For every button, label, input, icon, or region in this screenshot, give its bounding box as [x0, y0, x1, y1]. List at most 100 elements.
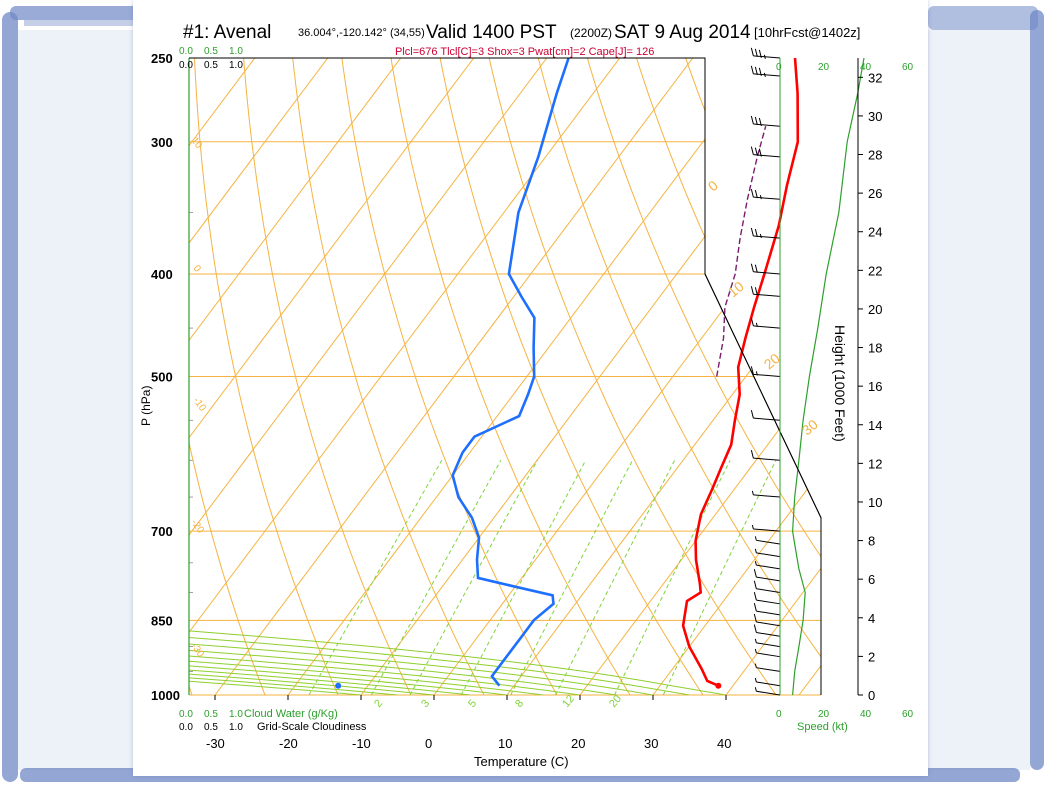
wind-barb-staff	[753, 123, 781, 127]
dry-adiabat-260	[194, 58, 339, 695]
wind-barb	[750, 227, 781, 239]
wind-barb-staff	[753, 528, 781, 532]
wind-barb-staff	[756, 652, 781, 658]
valid-time: Valid 1400 PST	[426, 22, 557, 43]
temperature-tick-label: 30	[644, 736, 658, 751]
isotherm-0	[433, 178, 821, 695]
cloud-water-tick-top: 1.0	[229, 46, 243, 57]
speed-tick-label-top: 40	[860, 62, 872, 73]
temperature-tick-label: 20	[571, 736, 585, 751]
wind-barb-staff	[753, 73, 781, 77]
right-axis-label: Height (1000 Feet)	[832, 325, 848, 442]
wind-barb	[753, 613, 781, 627]
valid-date: SAT 9 Aug 2014	[614, 22, 751, 43]
height-tick-label: 20	[868, 302, 882, 317]
wind-barb-half-flag	[759, 233, 762, 239]
temperature-tick-label: -20	[279, 736, 298, 751]
mixing-ratio-2	[370, 460, 502, 695]
wind-barb-staff	[756, 588, 781, 593]
wind-barb	[750, 410, 781, 421]
brush-stroke-top-right	[928, 6, 1038, 30]
surface-dewpoint-marker	[335, 682, 342, 689]
wind-barb-half-flag	[751, 490, 754, 496]
wind-barb-half-flag	[754, 536, 757, 541]
mixing-ratio-8	[510, 460, 633, 695]
cloudiness-tick-top: 1.0	[229, 60, 243, 71]
wind-barb-flag	[754, 228, 758, 238]
skewt-chart: 0246810121416182022242628303200202040406…	[139, 22, 928, 769]
wind-barb	[754, 687, 781, 696]
wind-barb-flag	[750, 317, 754, 327]
wind-barb-staff	[753, 235, 781, 239]
dry-adiabat-330	[537, 58, 821, 658]
wind-barb-staff	[753, 196, 781, 200]
chart-title: #1: Avenal	[183, 22, 271, 43]
dry-adiabat-310	[439, 58, 704, 695]
temperature-tick-label: 40	[717, 736, 731, 751]
isotherm--30	[214, 58, 694, 695]
height-tick-label: 26	[868, 186, 882, 201]
wind-barb-flag	[750, 227, 754, 237]
wind-barb	[751, 490, 781, 498]
wind-barb-flag	[754, 147, 758, 156]
wind-barb-staff	[756, 681, 781, 687]
wind-barb-staff	[756, 576, 781, 582]
wind-barb-half-flag	[755, 371, 758, 376]
cloudiness-tick-bottom: 0.5	[204, 722, 218, 733]
cloud-water-tick-top: 0.5	[204, 46, 218, 57]
wind-barb-flag	[753, 568, 757, 578]
cloud-water-tick-top: 0.0	[179, 46, 193, 57]
wind-barb	[753, 603, 781, 616]
wind-barbs	[750, 47, 781, 696]
isotherm-label: 0	[191, 263, 203, 274]
height-tick-label: 24	[868, 225, 882, 240]
speed-tick-label-top: 60	[902, 62, 914, 73]
wind-barb-staff	[756, 632, 781, 637]
mixing-ratio-3	[409, 460, 538, 695]
wind-barb-flag	[753, 613, 757, 623]
wind-barb-half-flag	[751, 524, 754, 530]
wind-barb-flag	[754, 66, 758, 75]
wind-barb	[754, 648, 781, 658]
brush-stroke-left-inner	[24, 20, 134, 26]
cloud-water-tick-bottom: 1.0	[229, 709, 243, 720]
brush-stroke-left	[2, 12, 18, 782]
brush-stroke-right	[1030, 10, 1044, 770]
cloudiness-tick-bottom: 0.0	[179, 722, 193, 733]
temperature-tick-label: 10	[498, 736, 512, 751]
pressure-tick-label: 400	[151, 267, 173, 282]
isotherm--70	[189, 58, 402, 342]
wind-barb-half-flag	[759, 195, 762, 200]
isotherm--80	[189, 58, 329, 244]
wind-barb-flag	[754, 264, 758, 273]
wind-barb-flag	[754, 116, 758, 126]
mixing-ratio-lines	[308, 460, 777, 695]
wind-barb-flag	[750, 65, 754, 74]
pressure-tick-label: 250	[151, 51, 173, 66]
temperature-tick-label: -10	[352, 736, 371, 751]
wind-barb-flag	[754, 287, 758, 296]
wind-barb-flag	[758, 117, 762, 127]
mixing-ratio-label: 5	[466, 698, 479, 710]
series-temperature-line	[681, 58, 800, 687]
isotherm-label: -20	[189, 517, 207, 536]
wind-barb	[750, 263, 781, 275]
wind-barb	[754, 677, 781, 687]
isotherm-30	[652, 470, 821, 695]
wind-barb-flag	[758, 67, 762, 76]
wind-barb-staff	[753, 55, 781, 59]
temperature-tick-label: -30	[206, 736, 225, 751]
series-parcel-line	[716, 126, 767, 377]
speed-tick-label-bottom: 60	[902, 709, 914, 720]
wind-barb-flag	[750, 189, 754, 198]
dry-adiabat-410	[922, 39, 928, 717]
brush-stroke-left-wash	[18, 30, 133, 770]
pressure-tick-label: 1000	[151, 688, 180, 703]
wind-barb-flag	[750, 146, 754, 155]
wind-barb-flag	[750, 263, 754, 272]
speed-tick-label-bottom: 0	[776, 709, 782, 720]
wind-barb-staff	[756, 552, 781, 558]
height-tick-label: 32	[868, 70, 882, 85]
height-tick-label: 12	[868, 456, 882, 471]
wind-barb	[750, 146, 781, 158]
